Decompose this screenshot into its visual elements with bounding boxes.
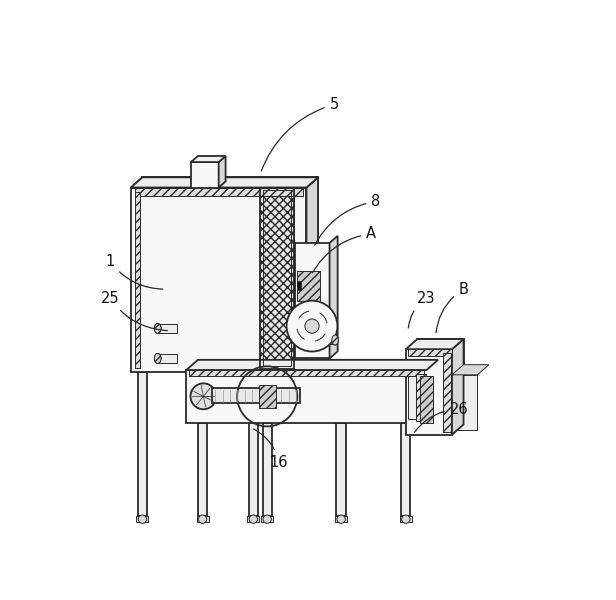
Polygon shape: [406, 339, 463, 349]
Bar: [259, 385, 275, 408]
Circle shape: [402, 515, 410, 523]
Bar: [400, 515, 411, 523]
Circle shape: [138, 515, 147, 523]
Circle shape: [286, 301, 338, 352]
Circle shape: [249, 515, 257, 523]
Ellipse shape: [332, 335, 338, 345]
Text: 1: 1: [105, 254, 163, 289]
Ellipse shape: [155, 323, 161, 334]
Text: 8: 8: [315, 194, 381, 245]
Polygon shape: [330, 236, 338, 358]
Bar: [443, 353, 451, 433]
Bar: [301, 311, 323, 341]
Text: B: B: [436, 281, 469, 332]
Text: 5: 5: [261, 97, 339, 171]
Bar: [260, 187, 294, 368]
Text: 25: 25: [101, 291, 168, 331]
Polygon shape: [219, 156, 225, 187]
Bar: [417, 339, 463, 425]
Polygon shape: [191, 156, 225, 162]
Circle shape: [337, 515, 345, 523]
Bar: [197, 515, 208, 523]
Bar: [188, 370, 424, 376]
Polygon shape: [307, 178, 318, 372]
Ellipse shape: [332, 335, 338, 345]
Bar: [408, 374, 424, 419]
Polygon shape: [131, 178, 318, 187]
Bar: [135, 192, 140, 368]
Bar: [198, 360, 438, 413]
Bar: [158, 354, 177, 362]
Bar: [262, 423, 272, 517]
Bar: [419, 376, 432, 423]
Bar: [408, 349, 452, 356]
Bar: [260, 187, 294, 368]
Text: 26: 26: [415, 402, 468, 433]
Text: 23: 23: [408, 291, 436, 328]
Circle shape: [190, 383, 216, 409]
Circle shape: [198, 515, 207, 523]
Bar: [158, 324, 177, 332]
Polygon shape: [452, 365, 489, 375]
Bar: [137, 515, 148, 523]
Circle shape: [263, 515, 272, 523]
Bar: [135, 187, 303, 196]
Bar: [263, 190, 291, 366]
Bar: [131, 187, 307, 372]
Bar: [316, 336, 335, 344]
Text: A: A: [312, 226, 376, 273]
Text: 16: 16: [254, 429, 288, 470]
Ellipse shape: [155, 323, 161, 334]
Bar: [191, 162, 219, 187]
Bar: [335, 515, 347, 523]
Ellipse shape: [155, 353, 161, 364]
Bar: [261, 515, 274, 523]
Polygon shape: [186, 360, 438, 370]
Bar: [198, 423, 207, 517]
Polygon shape: [452, 339, 463, 434]
Polygon shape: [131, 178, 318, 187]
Bar: [401, 423, 410, 517]
Bar: [297, 271, 320, 301]
Bar: [142, 178, 318, 362]
Bar: [249, 372, 258, 517]
Bar: [452, 375, 477, 430]
Ellipse shape: [155, 353, 161, 364]
Bar: [295, 243, 330, 358]
Bar: [336, 423, 346, 517]
Bar: [406, 349, 452, 434]
Bar: [297, 281, 301, 290]
Bar: [416, 374, 426, 421]
Bar: [186, 370, 426, 423]
Circle shape: [305, 319, 319, 333]
Bar: [212, 388, 299, 403]
Bar: [138, 372, 147, 517]
Polygon shape: [426, 360, 438, 423]
Bar: [247, 515, 259, 523]
